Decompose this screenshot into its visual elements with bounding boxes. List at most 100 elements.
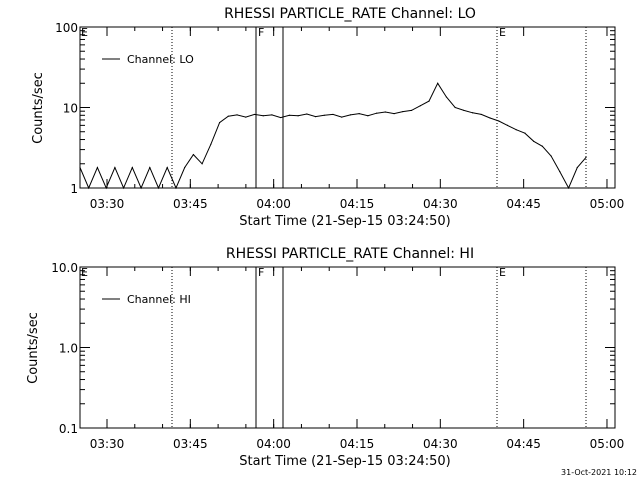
time-marker-label: E bbox=[499, 266, 506, 279]
y-tick-label: 1.0 bbox=[59, 342, 78, 356]
data-point bbox=[376, 112, 378, 114]
data-point bbox=[88, 187, 90, 189]
data-point bbox=[567, 187, 570, 189]
data-point bbox=[96, 166, 99, 169]
data-point bbox=[323, 114, 325, 116]
data-point bbox=[463, 109, 465, 112]
data-point bbox=[515, 129, 517, 131]
data-point bbox=[384, 111, 386, 113]
x-tick-label: 05:00 bbox=[590, 197, 625, 211]
data-point bbox=[471, 112, 474, 114]
data-point bbox=[349, 114, 352, 116]
x-tick-label: 04:15 bbox=[340, 197, 375, 211]
data-point bbox=[262, 115, 264, 117]
data-point bbox=[297, 115, 299, 117]
data-point bbox=[253, 113, 256, 116]
plot-frame bbox=[79, 26, 616, 189]
time-marker-label: F bbox=[258, 26, 264, 39]
y-tick-label: 10 bbox=[63, 102, 78, 116]
x-tick-label: 05:00 bbox=[590, 437, 625, 451]
chart-title: RHESSI PARTICLE_RATE Channel: HI bbox=[226, 246, 474, 262]
legend: Channel: LO bbox=[102, 53, 194, 66]
x-tick-label: 03:30 bbox=[90, 197, 125, 211]
data-point bbox=[445, 96, 448, 98]
x-tick-label: 04:30 bbox=[423, 197, 458, 211]
time-marker-label: E bbox=[499, 26, 506, 39]
x-tick-label: 04:00 bbox=[256, 197, 291, 211]
y-tick-label: 100 bbox=[55, 21, 78, 35]
data-point bbox=[210, 143, 212, 145]
data-point bbox=[192, 153, 195, 156]
data-point bbox=[428, 100, 430, 102]
y-tick-label: 10.0 bbox=[51, 261, 78, 275]
data-point bbox=[79, 166, 81, 169]
legend-label: Channel: LO bbox=[127, 53, 194, 66]
data-point bbox=[437, 82, 439, 84]
y-tick-label: 1 bbox=[70, 182, 78, 196]
data-point bbox=[236, 114, 238, 116]
panel-lo: RHESSI PARTICLE_RATE Channel: LO Counts/… bbox=[31, 6, 624, 229]
series-lo bbox=[79, 82, 587, 190]
data-point bbox=[175, 187, 177, 189]
legend: Channel: HI bbox=[102, 293, 191, 306]
series-line bbox=[79, 82, 587, 190]
data-point bbox=[524, 132, 526, 134]
data-point bbox=[559, 170, 561, 173]
data-point bbox=[367, 115, 369, 117]
data-point bbox=[506, 124, 509, 126]
time-marker-label: E bbox=[81, 266, 88, 279]
x-axis-label: Start Time (21-Sep-15 03:24:50) bbox=[239, 454, 450, 469]
data-point bbox=[140, 187, 142, 189]
legend-label: Channel: HI bbox=[127, 293, 191, 306]
data-point bbox=[166, 166, 168, 169]
timestamp: 31-Oct-2021 10:12 bbox=[561, 468, 637, 477]
axis-ticks: 1 10 100 03:30 03:45 04:00 04:15 04:30 04:45 05:0… bbox=[55, 21, 624, 211]
x-axis-label: Start Time (21-Sep-15 03:24:50) bbox=[239, 214, 450, 229]
x-tick-label: 04:45 bbox=[506, 197, 541, 211]
data-point bbox=[245, 116, 247, 118]
panel-hi: RHESSI PARTICLE_RATE Channel: HI Counts/… bbox=[26, 246, 624, 469]
y-tick-label: 0.1 bbox=[59, 422, 78, 436]
data-point bbox=[314, 116, 317, 118]
x-tick-label: 04:45 bbox=[506, 437, 541, 451]
data-point bbox=[131, 166, 133, 169]
data-point bbox=[306, 113, 308, 115]
data-point bbox=[533, 140, 535, 142]
x-tick-label: 04:30 bbox=[423, 437, 458, 451]
data-point bbox=[105, 187, 107, 189]
x-tick-label: 03:30 bbox=[90, 437, 125, 451]
chart-title: RHESSI PARTICLE_RATE Channel: LO bbox=[224, 6, 476, 22]
time-marker-label: E bbox=[81, 26, 88, 39]
data-point bbox=[419, 105, 421, 107]
data-point bbox=[288, 114, 290, 116]
axis-ticks: 0.1 1.0 10.0 03:30 03:45 04:00 04:15 04:30 04:45… bbox=[51, 261, 624, 451]
data-point bbox=[149, 166, 151, 169]
data-point bbox=[123, 187, 125, 189]
data-point bbox=[280, 116, 282, 119]
data-point bbox=[489, 117, 491, 119]
x-tick-label: 03:45 bbox=[173, 437, 208, 451]
data-point bbox=[114, 166, 116, 169]
data-point bbox=[410, 109, 413, 112]
data-point bbox=[358, 112, 360, 115]
x-tick-label: 04:15 bbox=[340, 437, 375, 451]
data-point bbox=[402, 110, 404, 113]
data-point bbox=[480, 113, 482, 116]
y-axis-label: Counts/sec bbox=[26, 312, 41, 384]
data-point bbox=[218, 121, 221, 124]
time-marker-label: F bbox=[258, 266, 264, 279]
data-point bbox=[585, 156, 587, 158]
plot-frame bbox=[79, 266, 616, 429]
y-axis-label: Counts/sec bbox=[31, 72, 46, 144]
data-point bbox=[271, 114, 273, 116]
data-point bbox=[184, 166, 186, 169]
data-point bbox=[498, 120, 500, 122]
data-point bbox=[227, 115, 229, 117]
data-point bbox=[201, 163, 203, 165]
data-point bbox=[341, 116, 343, 118]
data-point bbox=[541, 145, 543, 147]
x-tick-label: 03:45 bbox=[173, 197, 208, 211]
